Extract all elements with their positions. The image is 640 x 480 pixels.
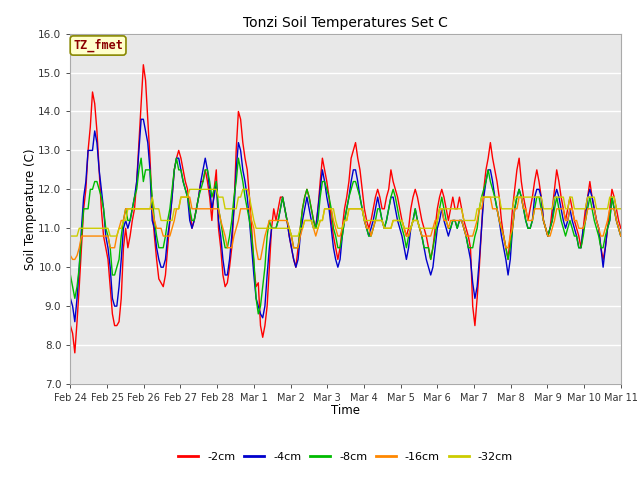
-16cm <box>159 233 167 239</box>
-16cm <box>299 226 307 231</box>
-8cm <box>138 156 145 161</box>
-32cm <box>186 186 194 192</box>
-32cm <box>449 206 457 212</box>
Text: TZ_fmet: TZ_fmet <box>73 39 123 52</box>
-32cm <box>290 233 298 239</box>
-16cm <box>177 194 185 200</box>
Line: -2cm: -2cm <box>70 65 621 353</box>
X-axis label: Time: Time <box>331 405 360 418</box>
-4cm <box>138 116 145 122</box>
-32cm <box>597 206 605 212</box>
-16cm <box>389 217 397 223</box>
Y-axis label: Soil Temperature (C): Soil Temperature (C) <box>24 148 37 270</box>
-4cm <box>599 264 607 270</box>
-2cm <box>292 264 300 270</box>
-8cm <box>599 245 607 251</box>
-16cm <box>451 217 459 223</box>
-2cm <box>599 256 607 262</box>
-4cm <box>617 233 625 239</box>
-4cm <box>292 264 300 270</box>
-2cm <box>162 272 170 278</box>
-8cm <box>451 217 459 223</box>
-8cm <box>299 206 307 212</box>
-32cm <box>617 206 625 212</box>
Line: -8cm: -8cm <box>70 158 621 314</box>
-8cm <box>617 233 625 239</box>
Line: -32cm: -32cm <box>70 189 621 236</box>
-4cm <box>71 319 79 324</box>
Line: -16cm: -16cm <box>70 197 621 259</box>
Line: -4cm: -4cm <box>70 119 621 322</box>
-4cm <box>451 217 459 223</box>
-4cm <box>299 217 307 223</box>
-2cm <box>140 62 147 68</box>
-16cm <box>292 245 300 251</box>
-8cm <box>159 245 167 251</box>
-16cm <box>68 256 76 262</box>
-2cm <box>389 179 397 184</box>
-2cm <box>71 350 79 356</box>
-2cm <box>451 206 459 212</box>
-2cm <box>299 206 307 212</box>
-8cm <box>255 311 262 317</box>
-4cm <box>162 256 170 262</box>
-2cm <box>617 226 625 231</box>
-16cm <box>617 233 625 239</box>
-2cm <box>67 323 74 328</box>
-16cm <box>599 233 607 239</box>
-4cm <box>389 194 397 200</box>
Legend: -2cm, -4cm, -8cm, -16cm, -32cm: -2cm, -4cm, -8cm, -16cm, -32cm <box>174 447 517 466</box>
-32cm <box>157 217 165 223</box>
-8cm <box>292 245 300 251</box>
-8cm <box>389 186 397 192</box>
-32cm <box>67 233 74 239</box>
-4cm <box>67 296 74 301</box>
-16cm <box>67 252 74 258</box>
-32cm <box>296 226 304 231</box>
-32cm <box>387 226 395 231</box>
Title: Tonzi Soil Temperatures Set C: Tonzi Soil Temperatures Set C <box>243 16 448 30</box>
-8cm <box>67 272 74 278</box>
